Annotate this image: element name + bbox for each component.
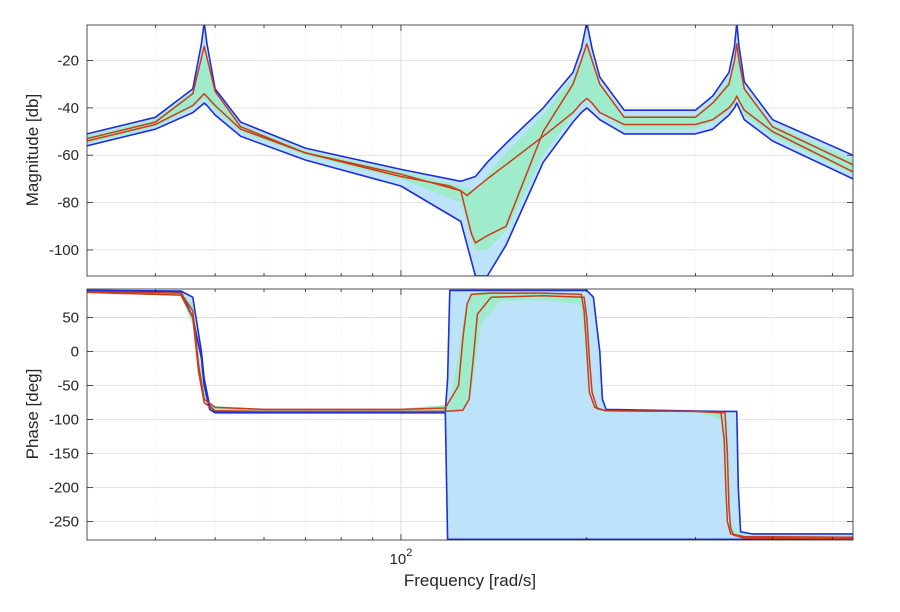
magnitude-y-tick-label: -20 — [57, 53, 79, 70]
magnitude-outer-envelope-upper-edge — [87, 25, 853, 183]
magnitude-outer-envelope-lower-edge — [87, 102, 853, 276]
phase-axes-box — [86, 288, 854, 541]
phase-bands — [87, 290, 853, 540]
phase-ticks — [87, 289, 853, 540]
phase-y-tick-label: -100 — [49, 412, 79, 429]
magnitude-y-tick-label: -100 — [49, 242, 79, 259]
magnitude-axes-box — [86, 24, 854, 277]
phase-inner-band-fill — [87, 291, 853, 539]
phase-series-line-2 — [87, 291, 853, 540]
magnitude-series-line-1 — [87, 43, 853, 244]
magnitude-y-tick-label: -80 — [57, 195, 79, 212]
magnitude-x-grid — [154, 25, 833, 276]
phase-y-tick-label: -50 — [57, 378, 79, 395]
phase-series-line-1 — [87, 290, 853, 539]
magnitude-tick-labels: -100 -80 -60 -40 -20 — [49, 53, 79, 259]
phase-lines — [87, 289, 853, 540]
phase-x-grid — [154, 289, 833, 540]
phase-tick-labels: -250 -200 -150 -100 -50 0 50 102 — [49, 310, 412, 568]
magnitude-y-axis-label: Magnitude [db] — [23, 94, 42, 206]
magnitude-series-line-2 — [87, 92, 853, 197]
phase-y-tick-label: 50 — [62, 310, 79, 327]
magnitude-y-tick-label: -60 — [57, 147, 79, 164]
phase-y-tick-label: -150 — [49, 446, 79, 463]
phase-y-tick-label: -250 — [49, 514, 79, 531]
magnitude-y-tick-label: -40 — [57, 100, 79, 117]
phase-y-tick-label: 0 — [71, 344, 79, 361]
phase-y-axis-label: Phase [deg] — [23, 369, 42, 460]
magnitude-panel: -100 -80 -60 -40 -20 Magnitude [db] — [23, 24, 854, 277]
frequency-x-axis-label: Frequency [rad/s] — [404, 571, 536, 590]
magnitude-inner-band-fill — [87, 43, 853, 251]
phase-panel: -250 -200 -150 -100 -50 0 50 102 Phase [deg] Fr… — [23, 288, 854, 590]
magnitude-lines — [87, 25, 853, 276]
phase-outer-envelope-fill — [87, 290, 853, 540]
phase-x-tick-label: 102 — [390, 547, 413, 568]
magnitude-ticks — [87, 25, 853, 276]
phase-outer-envelope-lower-edge — [87, 289, 853, 540]
phase-y-tick-label: -200 — [49, 480, 79, 497]
